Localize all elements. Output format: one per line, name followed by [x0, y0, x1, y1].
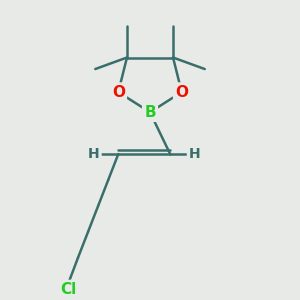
Text: Cl: Cl: [61, 282, 77, 297]
Text: H: H: [88, 147, 100, 161]
Text: H: H: [189, 147, 200, 161]
Text: O: O: [112, 85, 125, 100]
Text: O: O: [175, 85, 188, 100]
Text: B: B: [144, 105, 156, 120]
